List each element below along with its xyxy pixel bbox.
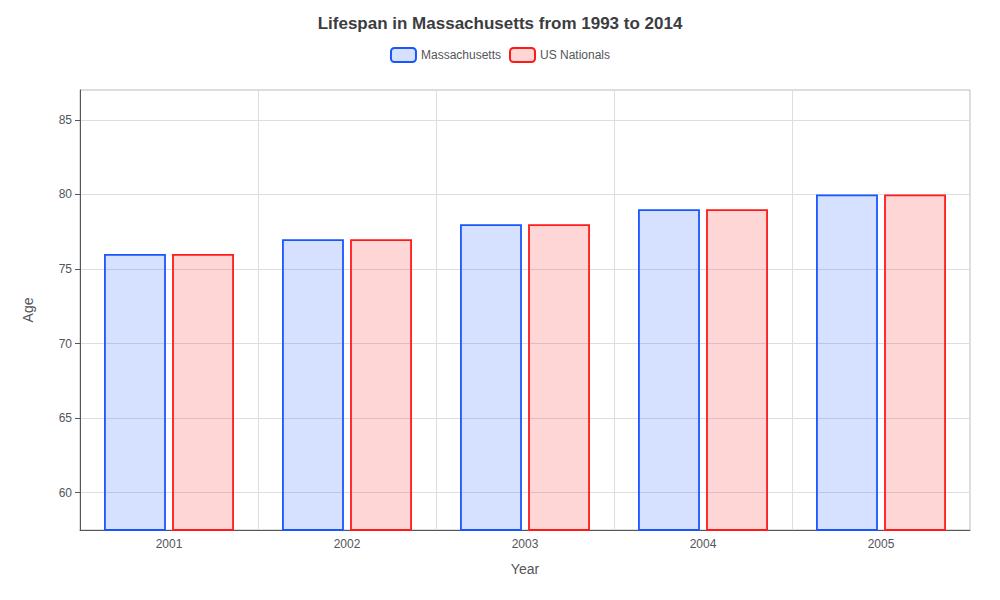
svg-text:2004: 2004: [690, 537, 717, 551]
svg-text:85: 85: [59, 113, 73, 127]
svg-text:2005: 2005: [868, 537, 895, 551]
svg-text:70: 70: [59, 337, 73, 351]
svg-text:80: 80: [59, 187, 73, 201]
svg-text:Massachusetts: Massachusetts: [421, 48, 501, 62]
svg-text:65: 65: [59, 411, 73, 425]
svg-text:US Nationals: US Nationals: [540, 48, 610, 62]
svg-text:60: 60: [59, 486, 73, 500]
svg-text:2001: 2001: [156, 537, 183, 551]
svg-text:Lifespan in Massachusetts from: Lifespan in Massachusetts from 1993 to 2…: [318, 14, 683, 33]
svg-text:2003: 2003: [512, 537, 539, 551]
svg-text:75: 75: [59, 262, 73, 276]
svg-text:2002: 2002: [334, 537, 361, 551]
svg-text:Year: Year: [511, 561, 540, 577]
svg-text:Age: Age: [20, 297, 36, 322]
